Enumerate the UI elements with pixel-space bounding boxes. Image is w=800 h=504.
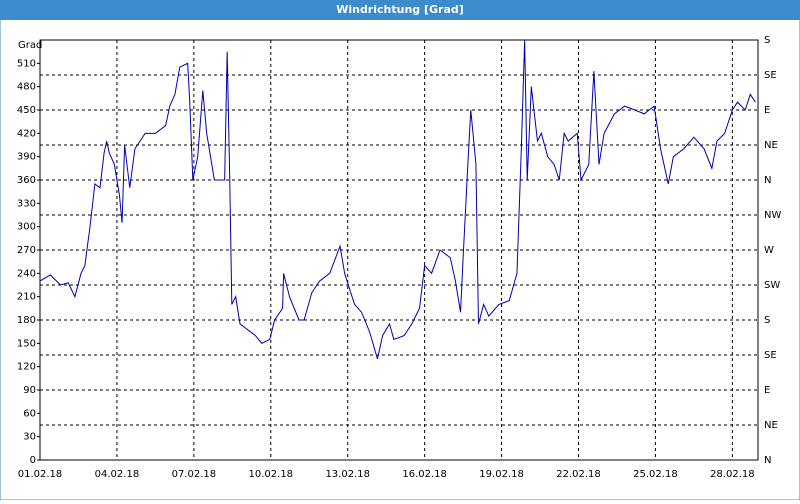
y-tick-label: 390 (17, 152, 36, 163)
x-tick-label: 04.02.18 (95, 469, 140, 480)
y-tick-label: 210 (17, 292, 36, 303)
y2-tick-label: NE (764, 140, 778, 151)
y-tick-label: 120 (17, 362, 36, 373)
x-tick-label: 13.02.18 (325, 469, 370, 480)
y2-tick-label: NW (764, 210, 781, 221)
x-tick-label: 19.02.18 (479, 469, 524, 480)
x-tick-label: 28.02.18 (710, 469, 755, 480)
y-tick-label: 450 (17, 105, 36, 116)
y-tick-label: 300 (17, 222, 36, 233)
y2-tick-label: N (764, 455, 771, 466)
y2-tick-label: S (764, 35, 770, 46)
x-tick-label: 22.02.18 (556, 469, 601, 480)
y-tick-label: 360 (17, 175, 36, 186)
y2-tick-label: S (764, 315, 770, 326)
data-line (39, 39, 756, 360)
y2-tick-label: E (764, 385, 770, 396)
y2-tick-label: SW (764, 280, 780, 291)
y2-tick-label: W (764, 245, 774, 256)
y2-tick-label: SE (764, 350, 777, 361)
x-tick-label: 01.02.18 (18, 469, 63, 480)
y-tick-label: 270 (17, 245, 36, 256)
y-tick-label: 0 (30, 455, 36, 466)
y-tick-label: 60 (23, 408, 36, 419)
x-tick-label: 25.02.18 (633, 469, 678, 480)
y-tick-label: 180 (17, 315, 36, 326)
y-tick-label: 240 (17, 268, 36, 279)
y-tick-label: 330 (17, 198, 36, 209)
y-tick-label: 510 (17, 58, 36, 69)
y-tick-label: 30 (23, 432, 36, 443)
y-tick-label: 420 (17, 128, 36, 139)
y2-tick-label: SE (764, 70, 777, 81)
x-tick-label: 07.02.18 (172, 469, 217, 480)
y2-tick-label: N (764, 175, 771, 186)
y-axis-label: Grad (18, 40, 42, 51)
chart-title: Windrichtung [Grad] (336, 3, 464, 16)
y-tick-label: 480 (17, 82, 36, 93)
y-tick-label: 90 (23, 385, 36, 396)
y2-tick-label: E (764, 105, 770, 116)
title-bar (0, 0, 800, 20)
y-tick-label: 150 (17, 338, 36, 349)
x-tick-label: 10.02.18 (249, 469, 294, 480)
x-tick-label: 16.02.18 (402, 469, 447, 480)
y2-tick-label: NE (764, 420, 778, 431)
